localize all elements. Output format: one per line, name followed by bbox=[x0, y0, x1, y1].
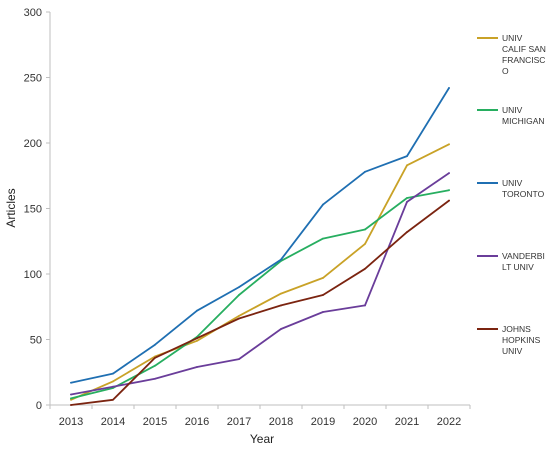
legend-label-line: UNIV bbox=[502, 346, 523, 356]
x-tick-label: 2019 bbox=[311, 416, 335, 428]
x-tick-label: 2017 bbox=[227, 416, 251, 428]
x-tick-label: 2018 bbox=[269, 416, 293, 428]
legend-label-line: FRANCISC bbox=[502, 55, 545, 65]
series-line-1 bbox=[70, 143, 450, 401]
series-1-point bbox=[448, 143, 450, 146]
legend-label: VANDERBI LT UNIV bbox=[502, 251, 545, 272]
x-tick-label: 2014 bbox=[101, 416, 125, 428]
series-4-point bbox=[280, 328, 282, 330]
x-tick-label: 2020 bbox=[353, 416, 377, 428]
series-5-point bbox=[322, 294, 324, 296]
series-3-point bbox=[280, 258, 282, 261]
series-4-point bbox=[70, 393, 72, 396]
y-axis-title: Articles bbox=[4, 188, 18, 227]
series-5-point bbox=[70, 404, 72, 406]
series-line-4 bbox=[70, 172, 450, 396]
series-3-point bbox=[364, 170, 366, 173]
legend-label-line: HOPKINS bbox=[502, 335, 541, 345]
series-2-point bbox=[154, 364, 156, 367]
series-line-5 bbox=[70, 199, 450, 406]
series-3-point bbox=[322, 203, 324, 206]
series-3-point bbox=[70, 381, 72, 384]
series-4-point bbox=[406, 201, 408, 203]
series-4-point bbox=[154, 377, 156, 380]
series-5-point bbox=[364, 267, 366, 270]
series-4-point bbox=[196, 366, 198, 368]
legend-label: UNIV MICHIGAN bbox=[502, 105, 545, 126]
series-2-point bbox=[238, 294, 240, 296]
legend-entry: UNIV TORONTO bbox=[477, 178, 545, 199]
series-3-point bbox=[196, 309, 198, 312]
series-5-point bbox=[238, 317, 240, 320]
x-tick-label: 2015 bbox=[143, 416, 167, 428]
legend-label-line: UNIV bbox=[502, 105, 523, 115]
series-1-point bbox=[406, 164, 408, 167]
legend-entry: VANDERBI LT UNIV bbox=[477, 251, 545, 272]
y-tick-label: 250 bbox=[24, 73, 42, 85]
series-2-point bbox=[448, 189, 450, 192]
series-3-point bbox=[238, 286, 240, 288]
series-line-3 bbox=[70, 87, 450, 384]
legend-label-line: JOHNS bbox=[502, 324, 531, 334]
series-1-point bbox=[364, 242, 366, 245]
series-1-point bbox=[280, 292, 282, 295]
x-tick-label: 2021 bbox=[395, 416, 419, 428]
legend-label-line: LT UNIV bbox=[502, 262, 534, 272]
series-5-point bbox=[406, 231, 408, 233]
series-5-point bbox=[154, 356, 156, 359]
series-4-point bbox=[238, 358, 240, 361]
y-tick-label: 0 bbox=[36, 400, 42, 412]
series-3-point bbox=[112, 372, 114, 375]
y-tick-label: 200 bbox=[24, 138, 42, 150]
plot-area: 0 50 100 150 200 250 300 2013 2014 2015 2016 2017 20… bbox=[24, 7, 471, 428]
series-5-point bbox=[280, 304, 282, 307]
legend-label-line: UNIV bbox=[502, 178, 523, 188]
legend-label: UNIV TORONTO bbox=[502, 178, 545, 199]
series-1-point bbox=[112, 380, 114, 383]
legend-entry: JOHNS HOPKINS UNIV bbox=[477, 324, 541, 356]
series-2-point bbox=[406, 197, 408, 199]
x-tick-label: 2016 bbox=[185, 416, 209, 428]
series-5-point bbox=[112, 398, 114, 401]
series-line-2 bbox=[70, 189, 450, 400]
series-3-point bbox=[406, 155, 408, 158]
legend-label-line: MICHIGAN bbox=[502, 116, 545, 126]
series-1-point bbox=[322, 277, 324, 279]
series-4-point bbox=[364, 304, 366, 307]
series-4-point bbox=[448, 172, 450, 175]
legend-label-line: CALIF SAN bbox=[502, 44, 546, 54]
series-1-point bbox=[238, 315, 240, 317]
series-4-point bbox=[112, 385, 114, 388]
y-tick-label: 150 bbox=[24, 204, 42, 216]
y-tick-label: 300 bbox=[24, 7, 42, 19]
legend-entry: UNIV MICHIGAN bbox=[477, 105, 545, 126]
legend-label-line: TORONTO bbox=[502, 189, 545, 199]
x-tick-label: 2013 bbox=[59, 416, 83, 428]
y-tick-label: 100 bbox=[24, 269, 42, 281]
legend-label: JOHNS HOPKINS UNIV bbox=[502, 324, 541, 356]
series-3-point bbox=[448, 87, 450, 89]
legend-label-line: UNIV bbox=[502, 33, 523, 43]
series-2-point bbox=[322, 237, 324, 240]
series-1-point bbox=[196, 339, 198, 342]
series-5-point bbox=[196, 337, 198, 340]
legend-label-line: VANDERBI bbox=[502, 251, 545, 261]
x-tick-label: 2022 bbox=[437, 416, 461, 428]
series-4-point bbox=[322, 311, 324, 313]
series-3-point bbox=[154, 343, 156, 346]
series-1-point bbox=[70, 398, 72, 401]
series-2-point bbox=[364, 228, 366, 231]
x-axis-title: Year bbox=[250, 432, 274, 446]
series-5-point bbox=[448, 199, 450, 202]
legend-label: UNIV CALIF SAN FRANCISC O bbox=[502, 33, 546, 76]
series-2-point bbox=[70, 397, 72, 400]
y-tick-label: 50 bbox=[30, 335, 42, 347]
legend-entry: UNIV CALIF SAN FRANCISC O bbox=[477, 33, 546, 76]
legend-label-line: O bbox=[502, 66, 509, 76]
